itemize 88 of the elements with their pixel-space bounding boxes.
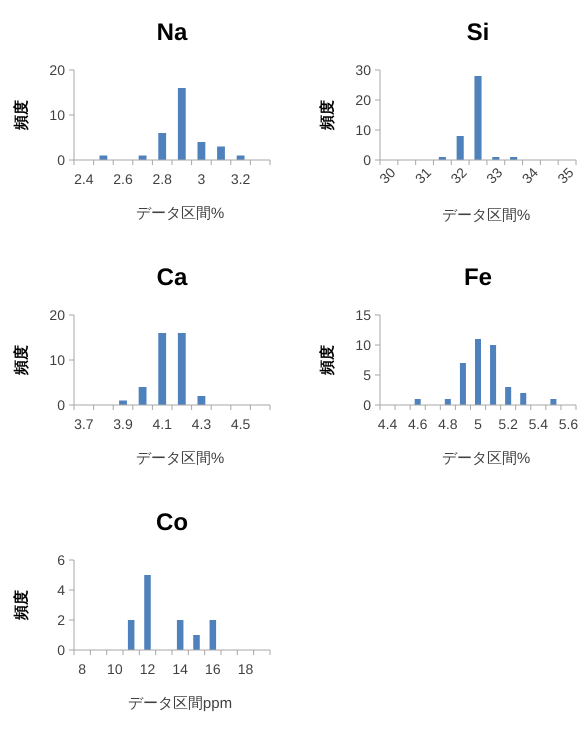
bar <box>193 635 200 650</box>
x-tick-label: 3.2 <box>230 171 251 187</box>
bar <box>505 387 512 405</box>
y-axis-title: 頻度 <box>12 345 30 376</box>
bar <box>550 399 556 405</box>
bar <box>520 393 526 405</box>
x-tick-label: 32 <box>447 164 470 187</box>
bar <box>128 620 134 650</box>
y-tick-label: 10 <box>355 336 372 353</box>
x-tick-label: 4.3 <box>192 416 212 432</box>
y-tick-label: 0 <box>363 152 372 168</box>
y-tick-label: 20 <box>49 306 66 323</box>
x-tick-label: 3.7 <box>74 416 94 432</box>
bar <box>474 76 482 160</box>
x-axis-title: データ区間% <box>442 450 530 467</box>
y-tick-label: 30 <box>355 62 372 78</box>
bar <box>217 146 225 160</box>
bar <box>158 333 166 405</box>
bar <box>460 363 466 405</box>
x-tick-label: 5.4 <box>528 416 548 432</box>
x-tick-label: 5.2 <box>498 416 518 432</box>
y-tick-label: 20 <box>355 92 372 108</box>
x-tick-label: 2.4 <box>74 171 94 187</box>
x-axis-title: データ区間% <box>442 207 530 224</box>
y-tick-label: 10 <box>355 122 372 138</box>
bar <box>178 88 186 160</box>
x-tick-label: 33 <box>483 164 506 187</box>
x-tick-label: 4.5 <box>230 416 251 432</box>
y-tick-label: 0 <box>57 152 66 168</box>
bar <box>138 156 147 160</box>
chart-title: Fe <box>464 264 492 291</box>
bar <box>178 333 186 405</box>
bar <box>474 339 482 405</box>
x-tick-label: 16 <box>205 661 221 677</box>
x-tick-label: 34 <box>518 164 542 187</box>
y-tick-label: 15 <box>355 306 372 323</box>
y-tick-label: 4 <box>57 582 66 598</box>
bar <box>119 400 127 405</box>
x-tick-label: 4.8 <box>438 416 458 432</box>
bar <box>176 620 184 650</box>
x-tick-label: 18 <box>238 661 254 677</box>
y-axis-title: 頻度 <box>318 345 336 376</box>
bar <box>236 156 245 160</box>
y-tick-label: 5 <box>363 366 372 383</box>
chart-title: Na <box>156 19 188 46</box>
y-axis-title: 頻度 <box>12 590 30 621</box>
y-axis-title: 頻度 <box>12 100 30 131</box>
x-tick-label: 3 <box>198 171 206 187</box>
bar <box>210 620 216 650</box>
y-tick-label: 2 <box>57 612 66 628</box>
x-tick-label: 2.6 <box>113 171 133 187</box>
y-tick-label: 10 <box>49 352 66 368</box>
x-tick-label: 8 <box>78 661 86 677</box>
bar <box>158 133 166 160</box>
x-tick-label: 31 <box>412 164 434 187</box>
bar <box>444 399 451 405</box>
x-tick-label: 5 <box>474 416 482 432</box>
bar <box>197 142 206 160</box>
bar <box>144 575 151 650</box>
y-tick-label: 6 <box>57 552 66 568</box>
x-tick-label: 4.6 <box>408 416 428 432</box>
x-tick-label: 12 <box>140 661 156 677</box>
bar <box>138 387 147 405</box>
bar <box>490 345 496 405</box>
x-tick-label: 2.8 <box>152 171 172 187</box>
chart-title: Ca <box>156 264 188 291</box>
x-tick-label: 3.9 <box>113 416 133 432</box>
x-tick-label: 10 <box>107 661 123 677</box>
y-tick-label: 0 <box>57 396 66 413</box>
x-tick-label: 4.4 <box>378 416 398 432</box>
y-tick-label: 10 <box>49 106 66 123</box>
chart-title: Si <box>466 19 490 46</box>
bar <box>414 399 421 405</box>
bar <box>99 156 108 160</box>
x-tick-label: 5.6 <box>558 416 578 432</box>
x-axis-title: データ区間% <box>136 450 224 467</box>
x-axis-title: データ区間ppm <box>128 695 232 712</box>
x-axis-title: データ区間% <box>136 205 224 222</box>
bar <box>456 136 464 160</box>
y-tick-label: 0 <box>363 396 372 413</box>
bar <box>197 396 206 405</box>
x-tick-label: 14 <box>172 661 188 677</box>
y-tick-label: 20 <box>49 62 66 78</box>
x-tick-label: 4.1 <box>152 416 172 432</box>
x-tick-label: 35 <box>554 164 577 187</box>
y-axis-title: 頻度 <box>318 100 336 131</box>
chart-title: Co <box>156 509 188 536</box>
y-tick-label: 0 <box>57 642 66 658</box>
